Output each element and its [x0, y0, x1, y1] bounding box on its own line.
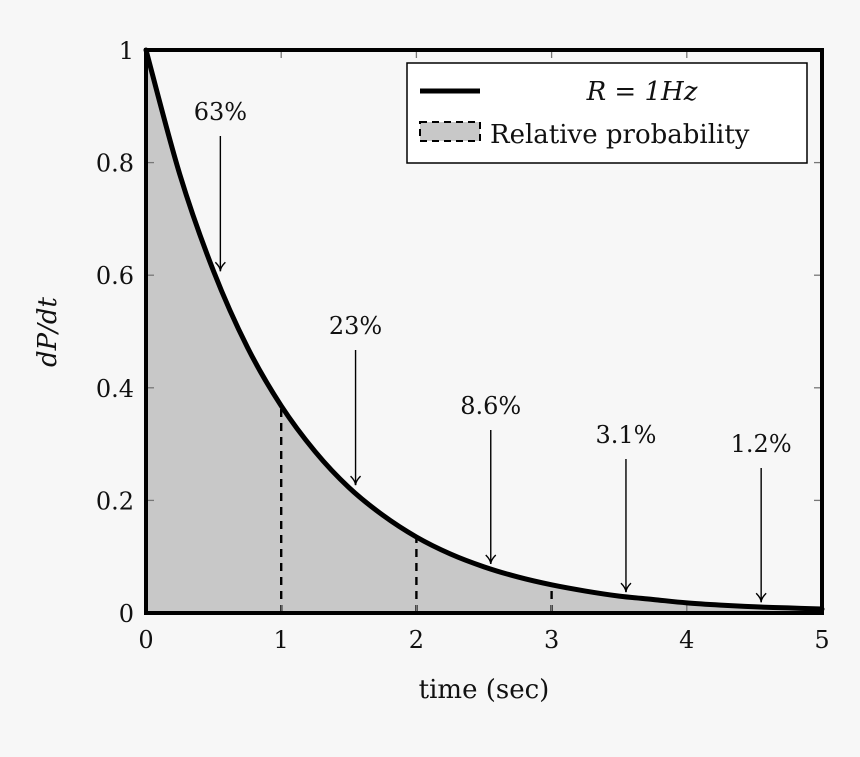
annotation-arrowhead — [620, 582, 632, 593]
legend-label-curve: R = 1Hz — [586, 77, 698, 107]
x-axis-label: time (sec) — [419, 675, 550, 705]
x-tick-label: 4 — [679, 626, 694, 654]
annotation-arrowhead — [485, 554, 497, 565]
probability-fill-layer — [146, 50, 822, 613]
x-tick-label: 0 — [138, 626, 153, 654]
y-tick-label: 0.6 — [96, 262, 134, 290]
legend: R = 1Hz Relative probability — [406, 62, 808, 164]
decay-curve — [143, 47, 825, 612]
y-tick-label: 0.4 — [96, 375, 134, 403]
annotation-label: 1.2% — [731, 430, 792, 458]
annotation-label: 23% — [329, 312, 382, 340]
x-tick-label: 5 — [814, 626, 829, 654]
y-tick-label: 0.8 — [96, 150, 134, 178]
annotation-arrowhead — [350, 475, 362, 486]
curve-layer — [143, 47, 825, 612]
y-tick-label: 0.2 — [96, 487, 134, 515]
annotation-arrowhead — [214, 261, 226, 272]
annotation-label: 8.6% — [460, 392, 521, 420]
plot-frame — [144, 48, 824, 615]
legend-area-swatch — [419, 121, 481, 142]
probability-area — [146, 50, 822, 613]
annotation-label: 3.1% — [595, 421, 656, 449]
annotations: 63% 23% 8.6% 3.1% 1.2% — [194, 98, 792, 603]
x-tick-label: 2 — [409, 626, 424, 654]
y-axis-label: dP/dt — [33, 296, 63, 367]
x-tick-label: 3 — [544, 626, 559, 654]
annotation-label: 63% — [194, 98, 247, 126]
x-tick-label: 1 — [274, 626, 289, 654]
legend-label-area: Relative probability — [490, 120, 750, 150]
y-tick-label: 1 — [119, 37, 134, 65]
legend-box — [406, 62, 808, 164]
plot-border — [144, 48, 824, 615]
y-tick-label: 0 — [119, 600, 134, 628]
tick-labels: 0 1 2 3 4 5 0 0.2 0.4 0.6 0.8 1 — [96, 37, 830, 654]
annotation-arrowhead — [755, 592, 767, 603]
